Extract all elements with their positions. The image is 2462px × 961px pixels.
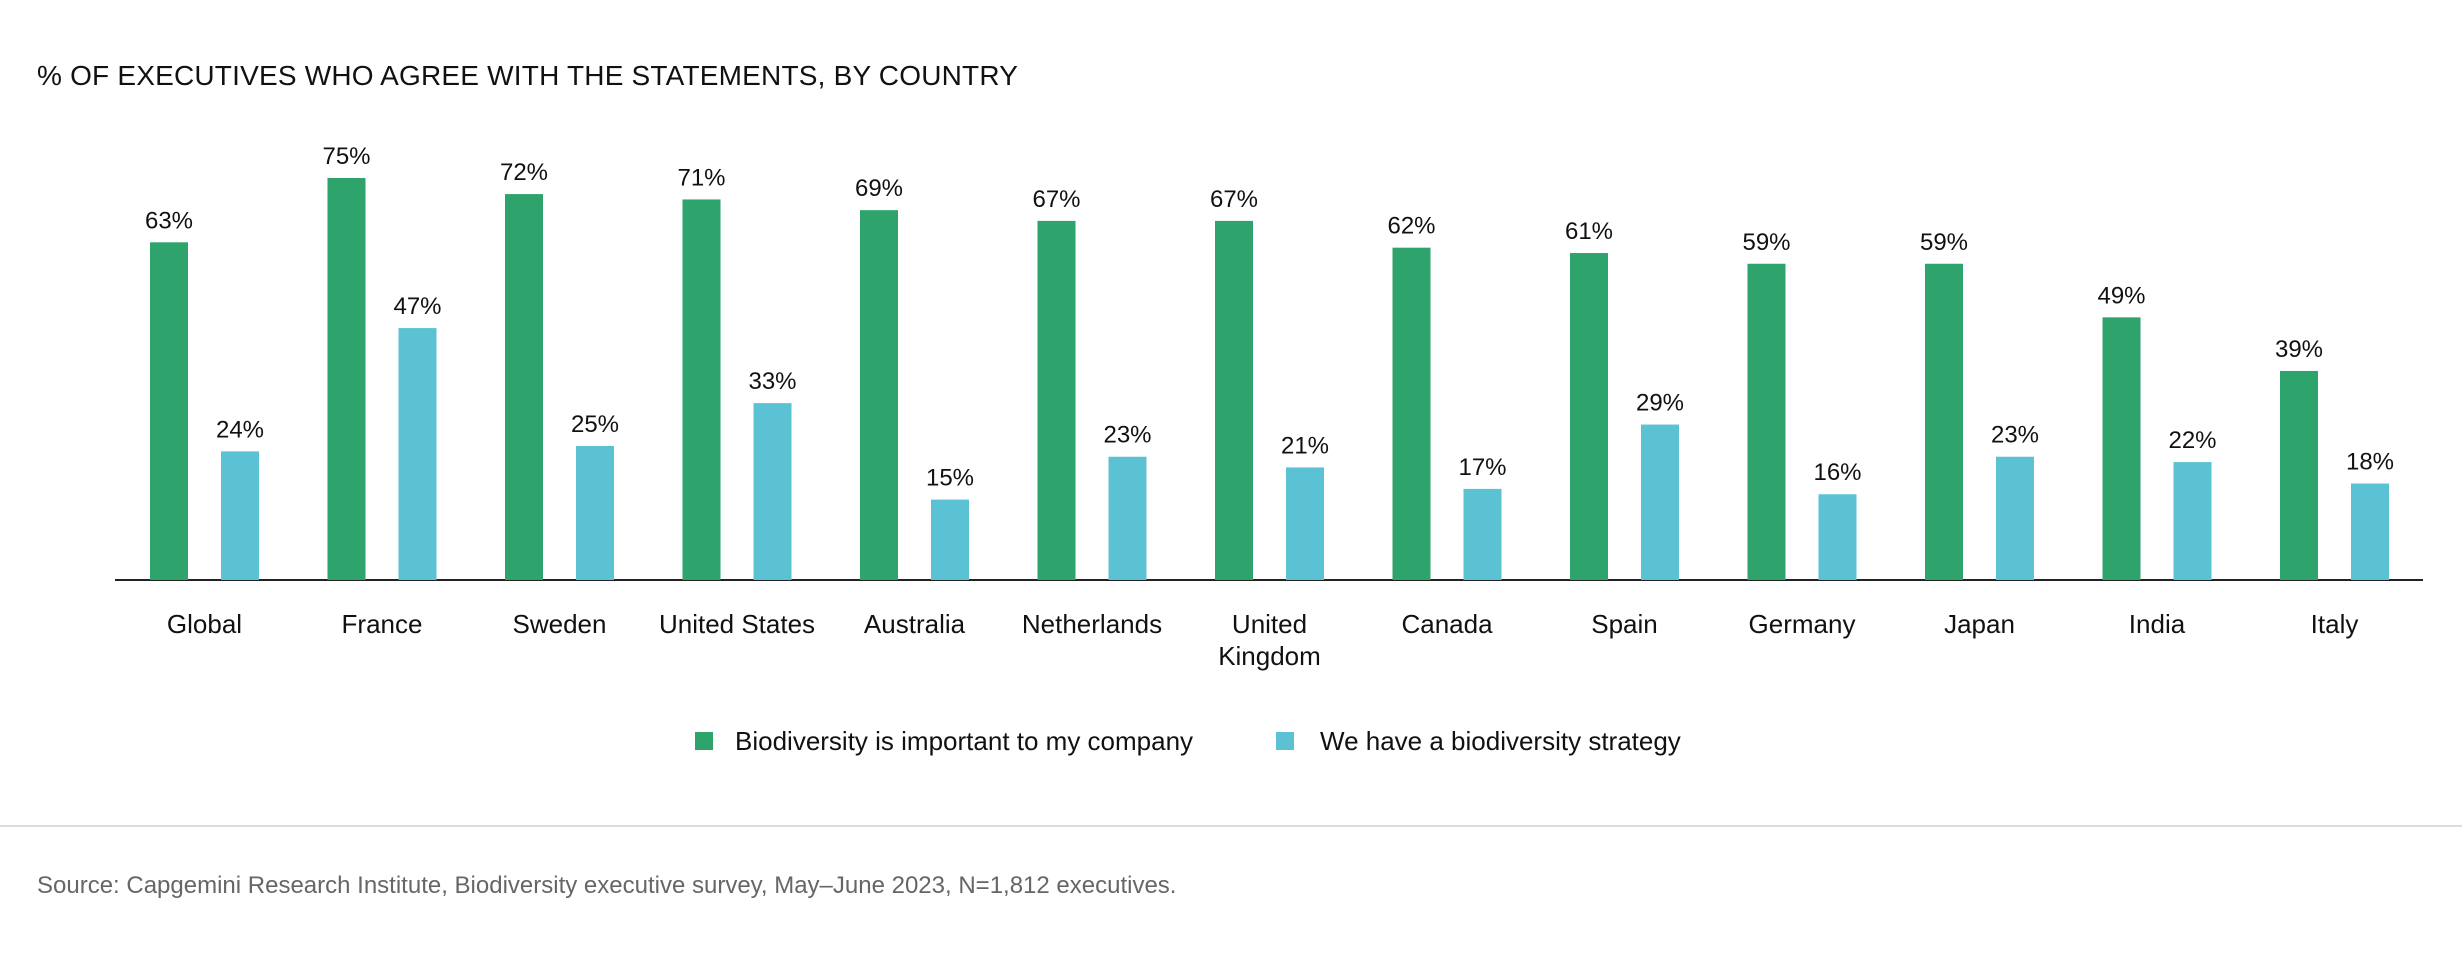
- value-label-strategy-5: 23%: [1103, 422, 1151, 449]
- bar-importance-7: [1392, 247, 1431, 580]
- value-label-importance-2: 72%: [500, 159, 548, 186]
- category-label-7: Canada: [1401, 609, 1493, 639]
- legend: Biodiversity is important to my company W…: [695, 726, 1681, 756]
- value-label-importance-10: 59%: [1920, 229, 1968, 256]
- value-label-strategy-9: 16%: [1813, 459, 1861, 486]
- bar-strategy-11: [2173, 462, 2212, 580]
- category-label-1: France: [342, 609, 423, 639]
- value-label-importance-1: 75%: [322, 143, 370, 170]
- category-label-line: United: [1232, 609, 1307, 639]
- value-label-strategy-0: 24%: [216, 416, 264, 443]
- bar-importance-10: [1925, 263, 1963, 580]
- chart-title: % OF EXECUTIVES WHO AGREE WITH THE STATE…: [37, 60, 1019, 91]
- bar-strategy-2: [576, 446, 614, 580]
- legend-label-1: We have a biodiversity strategy: [1320, 726, 1681, 756]
- category-label-11: India: [2129, 609, 2186, 639]
- bar-strategy-5: [1108, 456, 1147, 580]
- value-label-strategy-1: 47%: [393, 293, 441, 320]
- category-label-line: Canada: [1401, 609, 1493, 639]
- value-label-strategy-6: 21%: [1281, 432, 1329, 459]
- bar-strategy-0: [221, 451, 259, 580]
- category-label-line: Netherlands: [1022, 609, 1162, 639]
- category-label-line: Italy: [2311, 609, 2359, 639]
- bar-strategy-12: [2351, 483, 2389, 580]
- value-label-importance-6: 67%: [1210, 186, 1258, 213]
- bar-strategy-8: [1641, 424, 1679, 580]
- category-label-line: Australia: [864, 609, 966, 639]
- category-label-12: Italy: [2311, 609, 2359, 639]
- value-label-importance-5: 67%: [1032, 186, 1080, 213]
- bar-importance-6: [1215, 220, 1253, 580]
- category-label-line: Kingdom: [1218, 641, 1321, 671]
- category-label-5: Netherlands: [1022, 609, 1162, 639]
- category-label-9: Germany: [1749, 609, 1856, 639]
- category-label-line: France: [342, 609, 423, 639]
- category-label-8: Spain: [1591, 609, 1658, 639]
- bar-importance-0: [150, 242, 188, 580]
- value-label-strategy-10: 23%: [1991, 422, 2039, 449]
- source-note: Source: Capgemini Research Institute, Bi…: [37, 872, 1177, 899]
- legend-swatch-1: [1276, 732, 1294, 750]
- category-label-10: Japan: [1944, 609, 2015, 639]
- category-label-line: Japan: [1944, 609, 2015, 639]
- value-label-strategy-4: 15%: [926, 465, 974, 492]
- bar-strategy-9: [1818, 494, 1857, 580]
- bar-importance-5: [1037, 220, 1076, 580]
- bar-importance-9: [1747, 263, 1786, 580]
- value-label-strategy-2: 25%: [571, 411, 619, 438]
- bar-importance-12: [2280, 370, 2318, 580]
- value-label-strategy-8: 29%: [1636, 390, 1684, 417]
- value-label-importance-4: 69%: [855, 175, 903, 202]
- value-label-strategy-12: 18%: [2346, 449, 2394, 476]
- category-label-line: Sweden: [513, 609, 607, 639]
- category-label-6: United Kingdom: [1218, 609, 1321, 671]
- value-label-importance-9: 59%: [1742, 229, 1790, 256]
- category-label-line: United States: [659, 609, 815, 639]
- bar-strategy-3: [753, 403, 792, 580]
- footer-divider: [0, 825, 2462, 827]
- legend-label-0: Biodiversity is important to my company: [735, 726, 1193, 756]
- bar-strategy-6: [1286, 467, 1324, 580]
- value-label-importance-8: 61%: [1565, 218, 1613, 245]
- value-label-importance-7: 62%: [1387, 213, 1435, 240]
- bar-chart: 63% 24% Global 75% 47% France 72% 25% Sweden 71% 3…: [115, 143, 2423, 756]
- category-label-2: Sweden: [513, 609, 607, 639]
- bar-strategy-1: [398, 328, 437, 580]
- bar-strategy-7: [1463, 488, 1502, 580]
- category-label-line: Germany: [1749, 609, 1856, 639]
- category-label-line: India: [2129, 609, 2186, 639]
- value-label-importance-0: 63%: [145, 207, 193, 234]
- bar-importance-11: [2102, 317, 2141, 580]
- category-label-0: Global: [167, 609, 242, 639]
- bar-importance-2: [505, 194, 543, 580]
- bars-layer: [150, 178, 2389, 581]
- value-label-strategy-7: 17%: [1458, 454, 1506, 481]
- bar-importance-1: [327, 178, 366, 580]
- bar-importance-3: [682, 199, 721, 580]
- value-label-strategy-3: 33%: [748, 368, 796, 395]
- labels-layer: 63% 24% Global 75% 47% France 72% 25% Sweden 71% 3…: [145, 143, 2394, 671]
- value-label-importance-12: 39%: [2275, 336, 2323, 363]
- category-label-4: Australia: [864, 609, 966, 639]
- category-label-line: Global: [167, 609, 242, 639]
- bar-strategy-10: [1996, 456, 2034, 580]
- bar-importance-8: [1570, 253, 1608, 581]
- bar-strategy-4: [931, 499, 969, 580]
- value-label-importance-11: 49%: [2097, 282, 2145, 309]
- legend-swatch-0: [695, 732, 713, 750]
- value-label-importance-3: 71%: [677, 164, 725, 191]
- category-label-3: United States: [659, 609, 815, 639]
- category-label-line: Spain: [1591, 609, 1658, 639]
- value-label-strategy-11: 22%: [2168, 427, 2216, 454]
- bar-importance-4: [860, 210, 898, 580]
